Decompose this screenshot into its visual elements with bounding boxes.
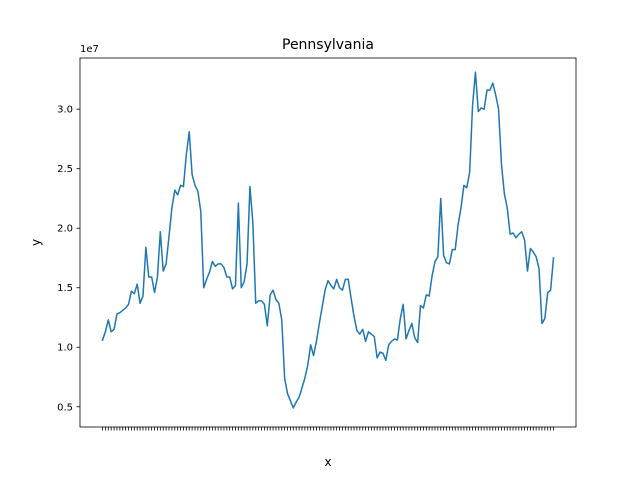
y-tick-label: 1.5 [57, 283, 73, 294]
y-tick-label: 0.5 [57, 402, 73, 413]
plot-area [80, 58, 576, 427]
x-axis-title: x [324, 455, 331, 469]
series-line [101, 71, 555, 409]
y-axis-title: y [29, 239, 43, 246]
y-tick-label: 2.0 [57, 224, 73, 235]
y-tick-label: 3.0 [57, 105, 73, 116]
x-axis [102, 427, 554, 431]
chart-title: Pennsylvania [282, 37, 374, 53]
plot-frame [79, 57, 577, 428]
y-scale-offset-label: 1e7 [80, 44, 99, 55]
y-axis: 0.5 1.0 1.5 2.0 2.5 3.0 [57, 105, 80, 413]
y-tick-label: 2.5 [57, 164, 73, 175]
y-tick-label: 1.0 [57, 343, 73, 354]
